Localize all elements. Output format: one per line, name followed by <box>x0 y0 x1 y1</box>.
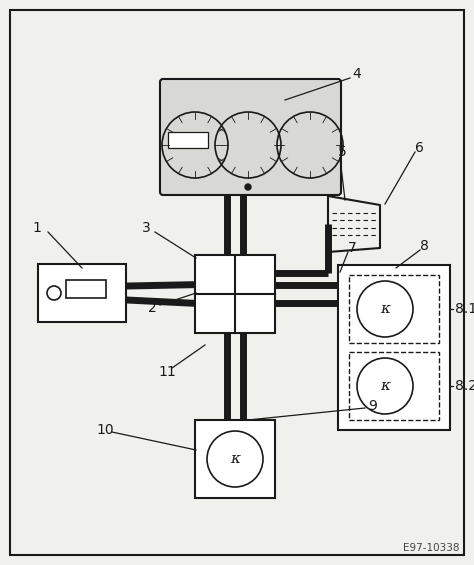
FancyBboxPatch shape <box>160 79 341 195</box>
Bar <box>349 275 439 343</box>
Text: 9: 9 <box>368 399 377 413</box>
Bar <box>168 132 208 148</box>
Text: κ: κ <box>380 302 390 316</box>
Bar <box>338 265 450 430</box>
Text: E97-10338: E97-10338 <box>403 543 460 553</box>
Bar <box>38 264 126 322</box>
Text: 8.2: 8.2 <box>455 379 474 393</box>
Text: 2: 2 <box>148 301 157 315</box>
Text: 8.1: 8.1 <box>455 302 474 316</box>
Text: κ: κ <box>230 452 240 466</box>
Text: 5: 5 <box>338 145 347 159</box>
Text: κ: κ <box>380 379 390 393</box>
Bar <box>195 255 275 333</box>
Bar <box>66 280 106 298</box>
Text: 11: 11 <box>158 365 176 379</box>
Text: 1: 1 <box>32 221 41 235</box>
Text: 3: 3 <box>142 221 151 235</box>
Circle shape <box>245 184 251 190</box>
Bar <box>349 352 439 420</box>
Text: 8: 8 <box>420 239 429 253</box>
Text: 4: 4 <box>352 67 361 81</box>
Text: 7: 7 <box>348 241 357 255</box>
Text: 10: 10 <box>96 423 114 437</box>
Text: 6: 6 <box>415 141 424 155</box>
Bar <box>195 420 275 498</box>
